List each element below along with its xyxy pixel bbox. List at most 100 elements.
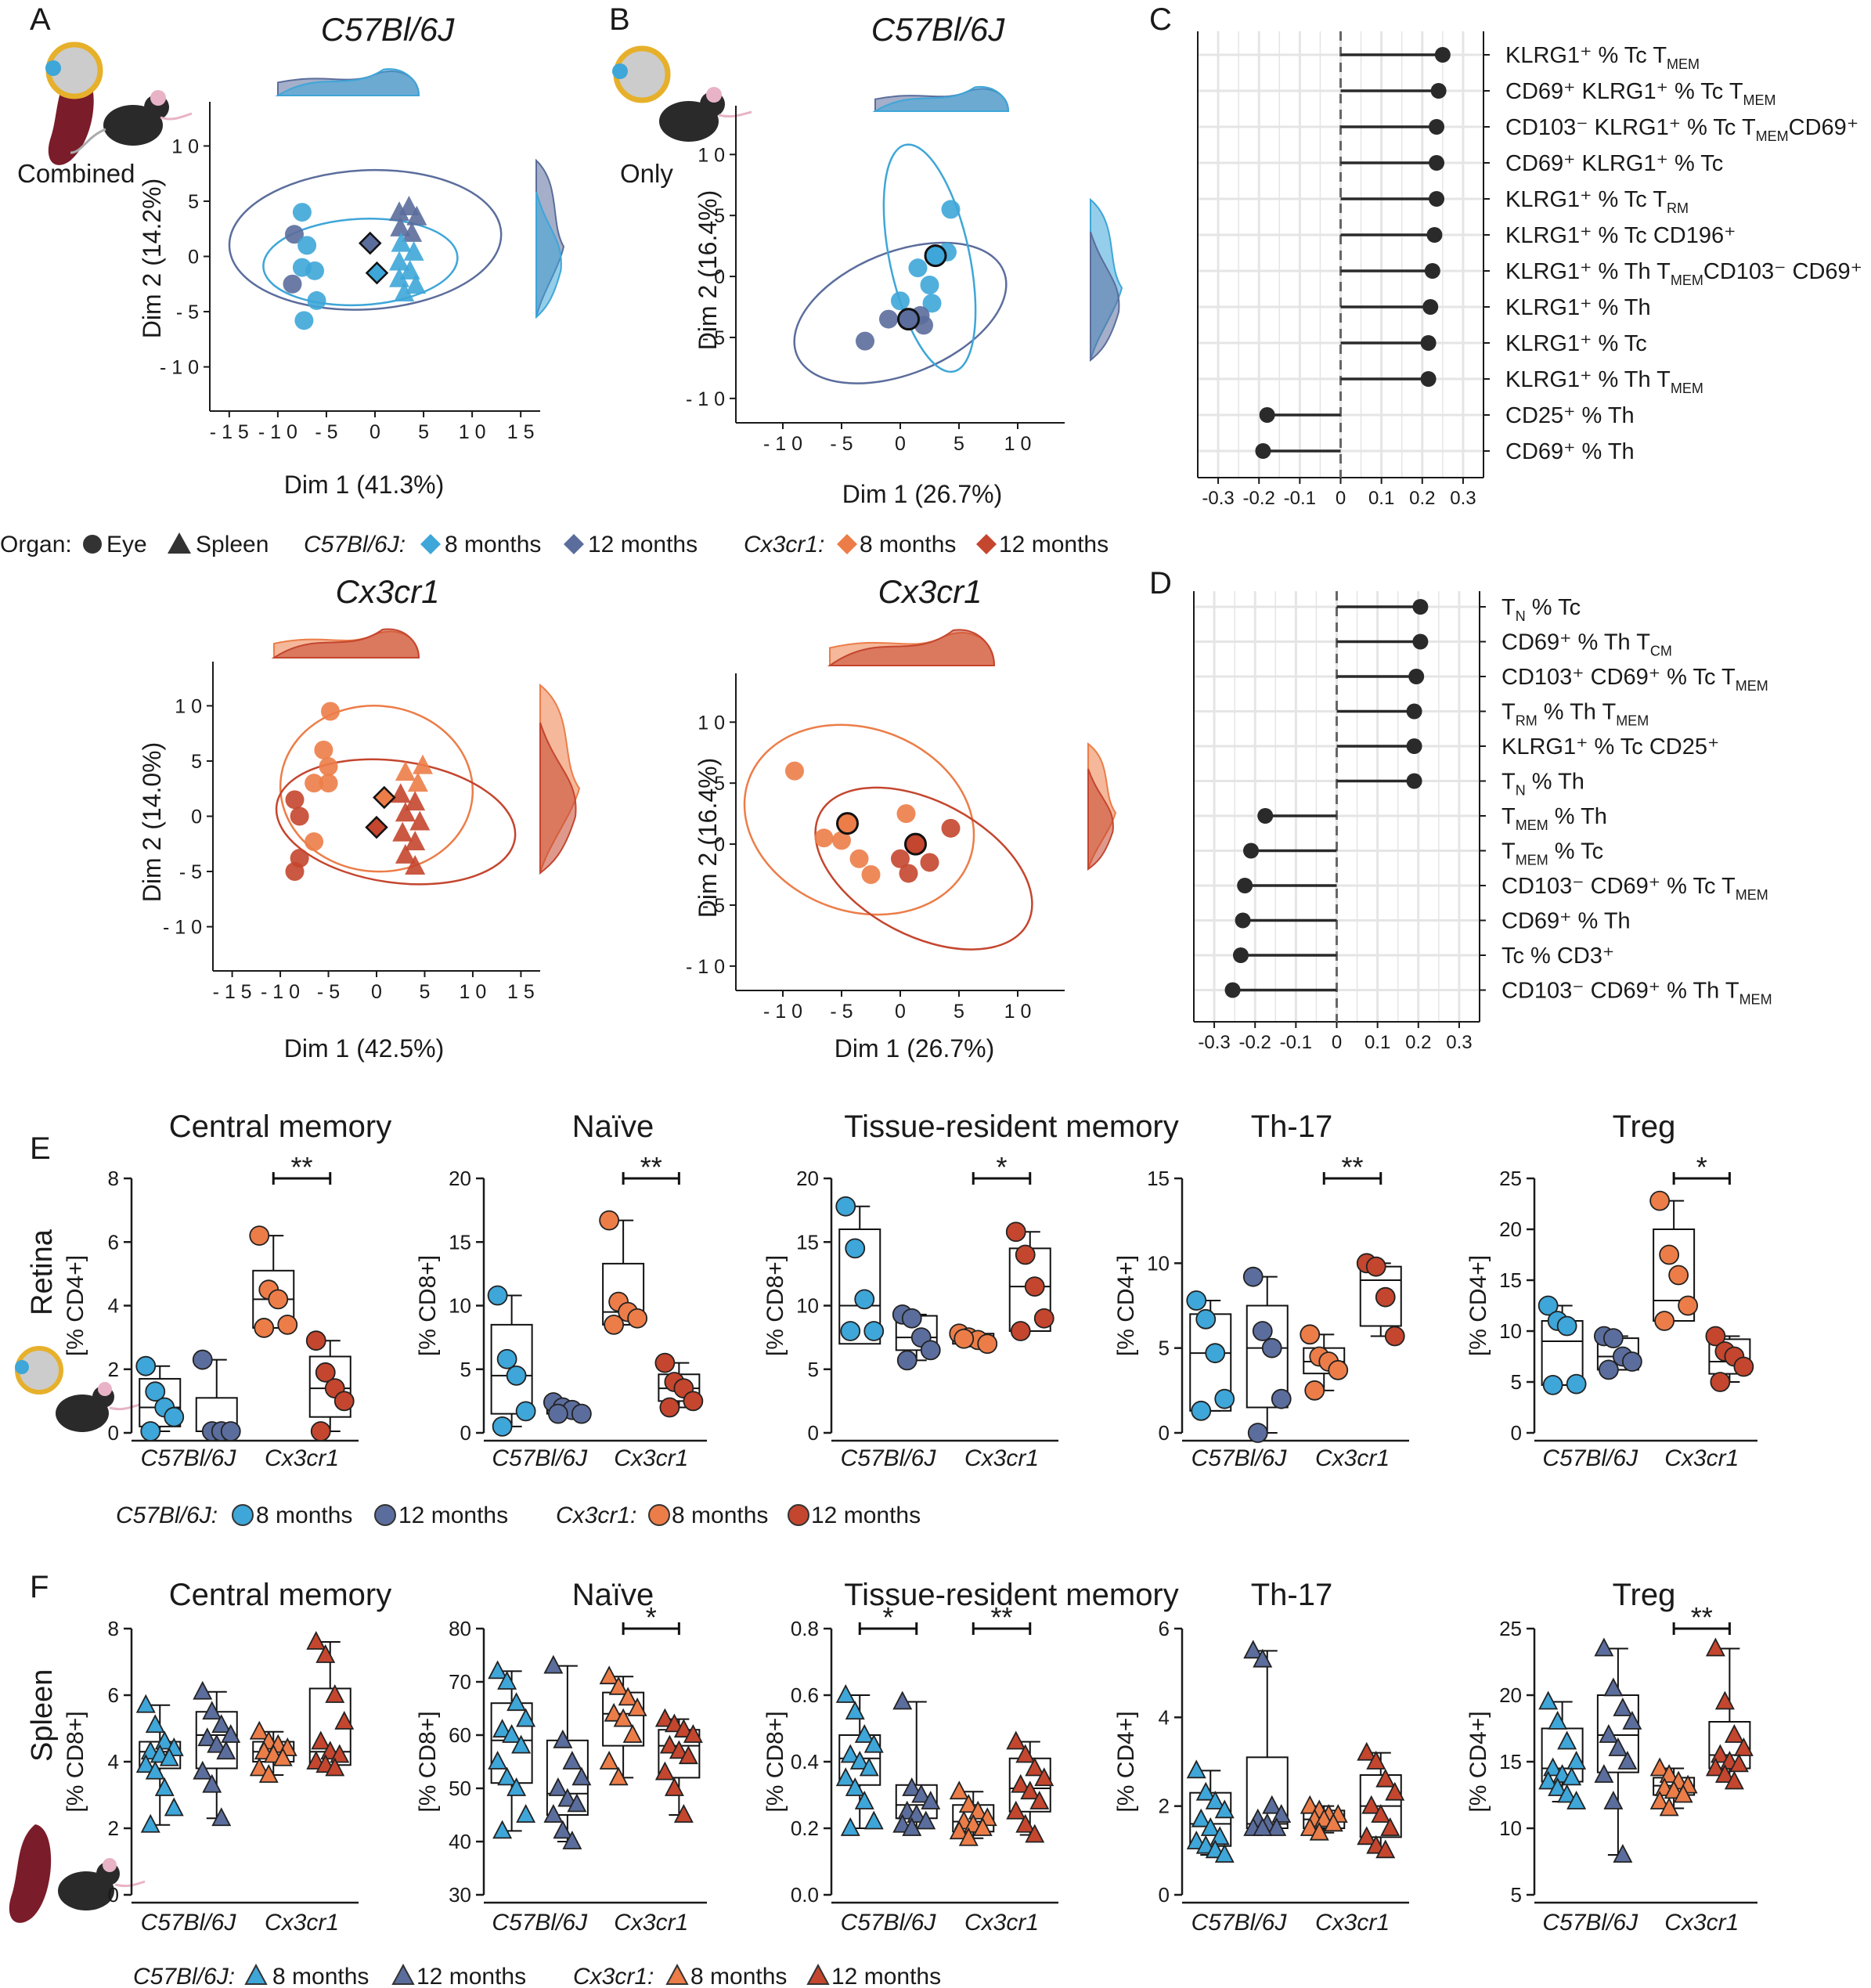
y-tick-label: 70 <box>449 1670 471 1694</box>
data-point-circle <box>1191 1400 1212 1421</box>
eye-point <box>896 804 916 824</box>
significance-label: ** <box>1691 1601 1713 1633</box>
y-tick-label: 10 <box>1499 1319 1522 1343</box>
lollipop-label: KLRG1⁺ % Tc TRM <box>1505 187 1689 216</box>
data-point-triangle <box>557 1788 578 1807</box>
data-point-triangle <box>497 1671 517 1690</box>
data-point-triangle <box>1599 1724 1619 1743</box>
data-point-triangle <box>502 1724 522 1743</box>
x-tick-label: 1 0 <box>460 981 487 1003</box>
lollipop-head <box>1406 703 1422 720</box>
data-point-triangle <box>145 1760 165 1780</box>
data-point-circle <box>1271 1388 1292 1409</box>
data-point-triangle <box>511 1734 532 1754</box>
legend-cx-12m-marker <box>976 534 997 554</box>
data-point-triangle <box>315 1644 336 1663</box>
legend-f-c57-12m-label: 12 months <box>416 1964 526 1988</box>
panel-letter-b: B <box>609 2 630 37</box>
legend-e-c57-label: C57Bl/6J: <box>116 1503 218 1528</box>
legend-cx-8m-marker <box>837 534 857 554</box>
box-panel-title: Th-17 <box>1251 1109 1333 1144</box>
y-tick-label: 0 <box>460 1421 471 1445</box>
data-point-triangle <box>911 1784 932 1803</box>
lollipop-label: TN % Tc <box>1501 595 1581 624</box>
label-subscript: N <box>1516 608 1526 624</box>
data-point-triangle <box>608 1766 629 1786</box>
label-main: T <box>1501 700 1516 725</box>
x-tick-label: - 1 0 <box>258 421 297 443</box>
y-tick-label: 0 <box>714 266 725 288</box>
density-top-curve <box>872 85 1010 112</box>
data-point-triangle <box>1380 1817 1401 1836</box>
y-tick-label: 6 <box>1159 1617 1170 1640</box>
label-subscript: MEM <box>1616 713 1649 729</box>
density-top-curve <box>275 68 420 96</box>
data-point-circle <box>135 1355 157 1376</box>
data-point-circle <box>268 1289 289 1310</box>
y-tick-label: 5 <box>714 205 725 227</box>
x-axis-label: Dim 1 (41.3%) <box>284 471 445 499</box>
y-tick-label: 15 <box>1499 1268 1522 1292</box>
label-subscript: MEM <box>1739 992 1772 1008</box>
data-point-triangle <box>249 1757 269 1777</box>
label-main: CD103⁺ CD69⁺ % Tc T <box>1501 665 1736 690</box>
lollipop-label: KLRG1⁺ % Th TMEM <box>1505 367 1703 396</box>
data-point-triangle <box>1566 1791 1587 1809</box>
x-tick-label: - 1 0 <box>261 981 300 1003</box>
data-point-triangle <box>553 1820 573 1839</box>
legend-f: C57Bl/6J: 8 months 12 months Cx3cr1: 8 m… <box>133 1963 941 1988</box>
y-tick-label: 50 <box>449 1777 471 1800</box>
data-point-triangle <box>1357 1826 1377 1845</box>
y-tick-label: 0 <box>108 1421 119 1445</box>
data-point-triangle <box>1253 1817 1273 1836</box>
box-panel-e5: 0 5 10 15 20 25 Treg [% CD4+] C57Bl/6J Cx3cr1 * <box>1465 1109 1757 1471</box>
lollipop-label: CD69⁺ KLRG1⁺ % Tc TMEM <box>1505 79 1776 108</box>
y-axis-label: [% CD4+] <box>1113 1255 1139 1356</box>
pca-plot-b-top: - 1 0 - 5 0 5 1 0 - 1 0 - 5 0 5 1 0 C57Bl/6J Dim 1 … <box>686 11 1123 508</box>
data-point-triangle <box>958 1794 979 1813</box>
x-tick-label: 0 <box>370 421 380 443</box>
box-panel-f1: 0 2 4 6 8 Central memory [% CD8+] C57Bl/6J Cx3cr… <box>63 1578 391 1936</box>
x-tick-label: - 5 <box>830 1001 853 1023</box>
data-point-circle <box>1654 1311 1675 1331</box>
data-point-triangle <box>543 1654 564 1674</box>
density-right-curve <box>1087 768 1114 871</box>
x-tick-label: -0.1 <box>1284 488 1316 509</box>
data-point-triangle <box>306 1631 326 1650</box>
data-point-triangle <box>1025 1757 1045 1777</box>
label-tail: CD69⁺ <box>1789 115 1858 140</box>
data-point-triangle <box>159 1747 179 1766</box>
data-point-triangle <box>1020 1781 1040 1800</box>
y-tick-label: 0 <box>188 247 199 269</box>
significance-label: * <box>996 1151 1007 1183</box>
data-point-triangle <box>507 1692 527 1712</box>
data-point-triangle <box>654 1708 675 1727</box>
lollipop-head <box>1426 227 1443 243</box>
lollipop-label: CD103⁻ CD69⁺ % Th TMEM <box>1501 979 1772 1008</box>
x-tick-label: 1 5 <box>507 421 535 443</box>
data-point-triangle <box>854 1791 874 1809</box>
lollipop-head <box>1237 878 1253 893</box>
legend-cx-label: Cx3cr1: <box>744 532 824 557</box>
y-tick-label: 8 <box>108 1617 119 1640</box>
y-tick-label: 5 <box>714 773 725 795</box>
data-point-circle <box>920 1340 941 1361</box>
x-tick-label: - 1 0 <box>763 433 802 455</box>
x-tick-label: - 1 5 <box>213 981 252 1003</box>
data-point-triangle <box>1029 1791 1050 1809</box>
data-point-triangle <box>678 1745 698 1765</box>
data-point-triangle <box>1617 1751 1638 1770</box>
box-panel-e4: 0 5 10 15 Th-17 [% CD4+] C57Bl/6J Cx3cr1 ** <box>1113 1109 1409 1471</box>
data-point-triangle <box>1659 1764 1679 1783</box>
legend-f-cx-12m-label: 12 months <box>831 1964 941 1988</box>
lollipop-label: KLRG1⁺ % Tc CD25⁺ <box>1501 734 1719 759</box>
y-tick-label: 8 <box>108 1167 119 1190</box>
label-subscript: RM <box>1667 200 1689 216</box>
lollipop-head <box>1420 335 1437 351</box>
y-tick-label: 25 <box>1499 1167 1522 1190</box>
lollipop-label: CD69⁺ KLRG1⁺ % Tc <box>1505 151 1723 176</box>
data-point-circle <box>654 1352 676 1373</box>
eye-point <box>297 236 317 255</box>
lollipop-label: Tc % CD3⁺ <box>1501 943 1614 969</box>
